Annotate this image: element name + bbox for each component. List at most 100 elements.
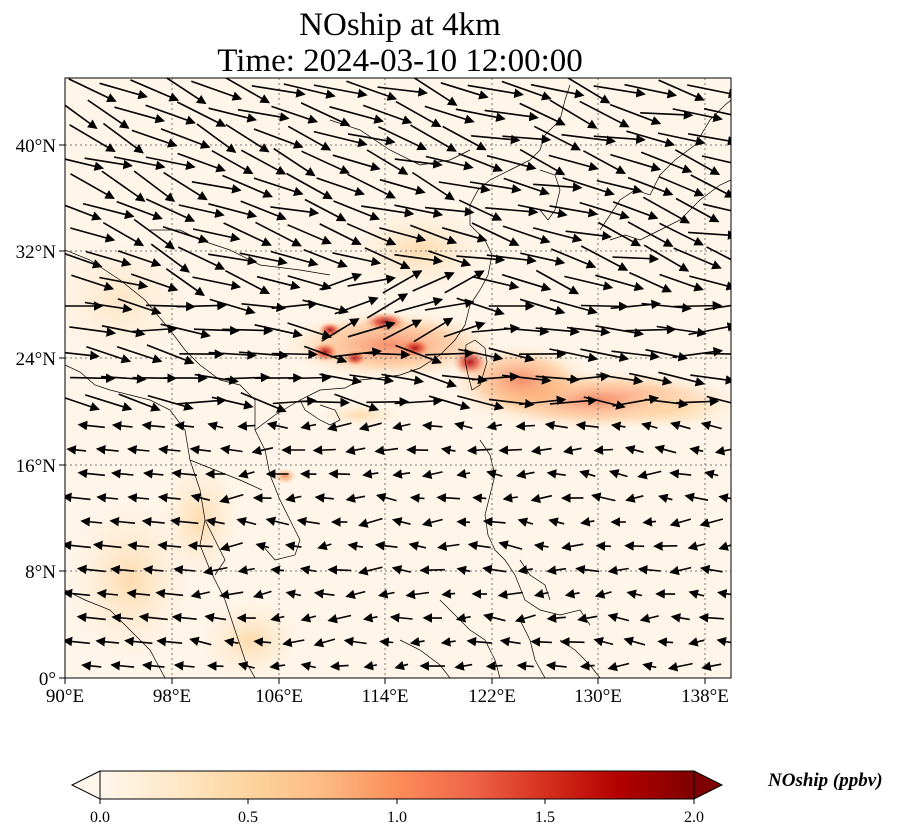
wind-arrow [637,564,661,575]
wind-arrow [334,296,379,315]
wind-arrow [163,171,208,201]
wind-arrow [534,125,582,151]
wind-arrow [502,134,552,144]
wind-arrow [706,246,731,261]
wind-arrow [688,637,705,647]
wind-arrow [101,374,147,384]
wind-arrow [455,108,506,122]
wind-arrow [687,133,731,146]
wind-arrow [612,253,660,264]
wind-arrow [362,613,378,623]
lat-tick-label: 24°N [16,349,57,370]
wind-arrow [535,269,580,295]
wind-arrow [165,78,207,105]
wind-arrow [253,128,304,149]
wind-arrow [271,105,319,124]
wind-arrow [76,564,106,575]
wind-arrow [657,132,706,146]
wind-arrow [458,152,503,173]
wind-arrow [329,661,349,671]
wind-arrow [520,252,566,266]
wind-arrow [82,202,135,220]
wind-arrow [313,84,368,99]
wind-arrow [70,173,115,199]
wind-arrow [312,445,336,455]
wind-arrow [346,80,398,101]
wind-arrow [688,589,705,599]
wind-arrow [288,372,332,383]
wind-arrow [208,107,257,123]
wind-arrow [251,445,274,456]
wind-arrow [85,250,132,267]
wind-arrow [595,325,645,338]
wind-arrow [672,108,723,123]
wind-arrow [377,86,428,97]
wind-arrow [472,493,487,503]
wind-arrow [410,224,458,245]
wind-arrow [176,395,227,406]
wind-arrow [99,276,149,290]
wind-arrow [454,661,473,671]
wind-arrow [546,613,566,623]
wind-arrow [530,83,585,99]
wind-arrow [141,660,165,671]
wind-arrow [334,393,380,412]
wind-arrow [517,565,533,575]
wind-arrow [266,420,288,431]
wind-arrow [349,374,395,385]
wind-arrow [313,638,336,648]
wind-arrow [657,637,674,647]
wind-arrow [65,540,91,551]
wind-arrow [514,613,536,624]
wind-arrow [211,396,254,410]
wind-arrow [672,347,724,359]
wind-arrow [192,276,242,290]
wind-arrow [442,125,487,151]
wind-arrow [302,299,349,315]
wind-arrow [65,492,91,503]
wind-arrow [575,564,600,575]
wind-arrow [190,589,210,599]
wind-arrow [627,176,674,197]
wind-arrow [84,394,133,412]
wind-arrow [346,222,397,246]
wind-arrow [658,176,705,197]
wind-arrow [498,445,522,455]
wind-arrow [329,106,384,124]
wind-arrow [377,589,395,599]
wind-arrow [196,123,237,153]
wind-arrow [251,85,306,98]
wind-arrow [595,541,611,551]
wind-arrow [102,222,145,247]
wind-arrow [437,541,460,552]
wind-arrow [189,636,212,646]
wind-arrow [698,612,724,623]
wind-arrow [300,102,351,127]
wind-arrow [579,469,596,479]
wind-arrow [176,101,227,127]
wind-arrow [209,298,256,315]
wind-arrow [157,492,181,503]
wind-arrow [486,421,503,431]
wind-arrow [641,421,658,431]
wind-arrow [673,247,722,270]
wind-arrow [160,323,211,339]
wind-arrow [425,206,475,217]
wind-arrow [96,589,118,599]
wind-arrow [705,352,731,355]
wind-arrow [546,565,567,575]
wind-arrow [436,493,461,503]
wind-arrow [624,83,678,99]
wind-arrow [65,636,90,647]
wind-arrow [669,565,692,576]
wind-arrow [639,613,659,623]
wind-arrow [76,612,106,623]
wind-arrow [379,227,427,243]
wind-arrow [640,110,694,120]
chart-title: NOship at 4km [299,7,501,43]
wind-arrow [65,397,100,412]
wind-arrow [343,636,367,647]
wind-arrow [147,394,194,411]
colorbar-min-extend [70,770,101,800]
wind-arrow [239,252,288,266]
